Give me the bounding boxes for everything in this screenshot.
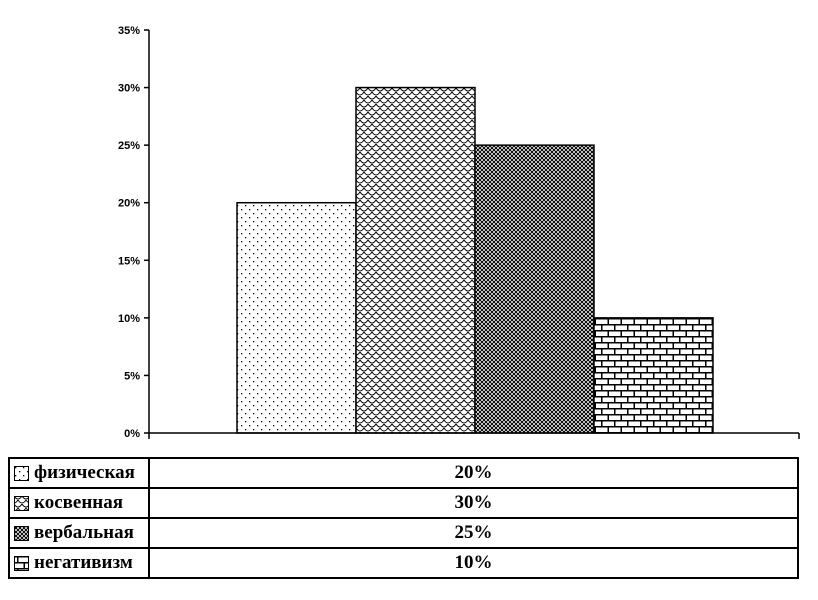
scales-pattern-swatch-icon [14,495,29,511]
legend-value: 25% [454,522,493,543]
y-tick-label: 15% [118,255,140,267]
y-tick-label: 30% [118,83,140,95]
legend-value: 10% [454,552,493,573]
legend-row-verbalnaya: вербальная 25% [10,517,797,547]
legend-row-fizicheskaya: физическая 20% [10,459,797,487]
legend-label-cell: негативизм [10,549,150,577]
legend-label-cell: физическая [10,459,150,487]
bricks-pattern-swatch-icon [14,555,29,571]
bar-вербальная [474,144,595,434]
legend-label: физическая [34,462,135,483]
legend-label: косвенная [34,492,123,513]
legend-table: физическая 20% косвенная 30% вербальная … [8,457,799,579]
bar-негативизм [593,317,714,434]
y-tick-label: 20% [118,198,140,210]
legend-value: 20% [454,462,493,483]
y-tick-label: 35% [118,25,140,37]
bar-физическая [236,201,357,434]
y-tick-label: 10% [118,313,140,325]
y-tick-label: 5% [124,370,140,382]
legend-label: вербальная [34,522,134,543]
legend-label-cell: косвенная [10,489,150,517]
legend-row-negativizm: негативизм 10% [10,547,797,577]
legend-label: негативизм [34,552,133,573]
y-tick-label: 0% [124,428,140,440]
bar-косвенная [355,86,476,434]
legend-label-cell: вербальная [10,519,150,547]
legend-value: 30% [454,492,493,513]
bar-chart: 0% 5% 10% 15% 20% 25% 30% 35% [118,25,800,440]
checker-pattern-swatch-icon [14,525,29,541]
legend-row-kosvennaya: косвенная 30% [10,487,797,517]
y-tick-label: 25% [118,140,140,152]
dots-pattern-swatch-icon [14,465,29,481]
